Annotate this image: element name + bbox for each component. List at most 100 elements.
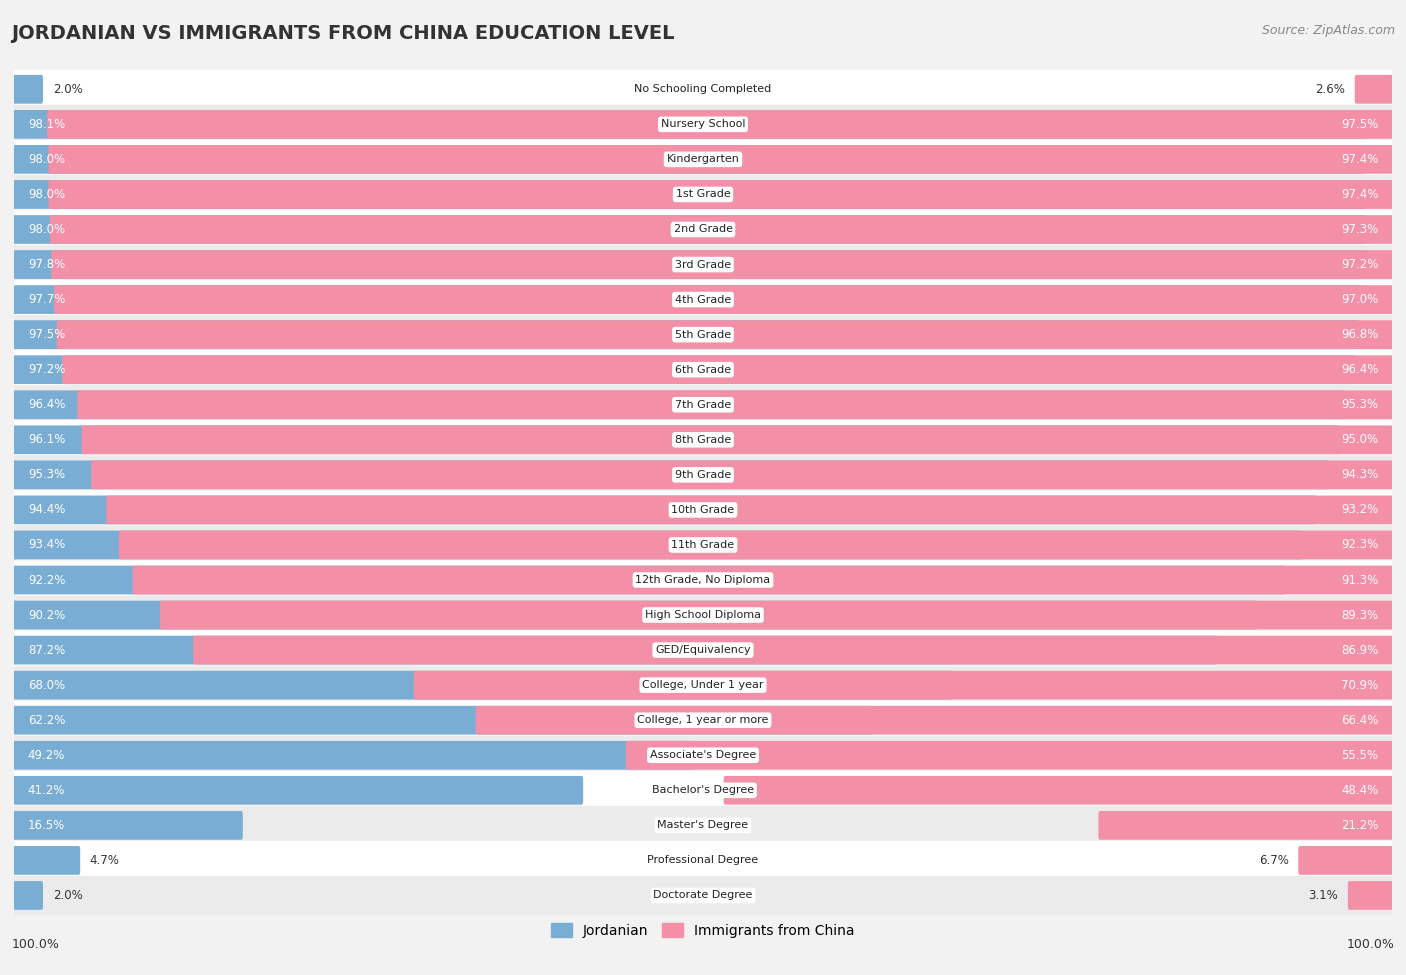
FancyBboxPatch shape — [160, 601, 1393, 630]
Text: 97.2%: 97.2% — [28, 364, 65, 376]
Text: 97.5%: 97.5% — [28, 329, 65, 341]
Legend: Jordanian, Immigrants from China: Jordanian, Immigrants from China — [546, 917, 860, 944]
Text: 41.2%: 41.2% — [28, 784, 65, 797]
FancyBboxPatch shape — [13, 315, 1393, 354]
Text: 87.2%: 87.2% — [28, 644, 65, 656]
FancyBboxPatch shape — [13, 601, 1258, 630]
FancyBboxPatch shape — [13, 215, 1365, 244]
Text: 89.3%: 89.3% — [1341, 608, 1378, 621]
FancyBboxPatch shape — [13, 596, 1393, 635]
FancyBboxPatch shape — [13, 741, 693, 769]
Text: 98.0%: 98.0% — [28, 188, 65, 201]
Text: 3.1%: 3.1% — [1309, 889, 1339, 902]
Text: 3rd Grade: 3rd Grade — [675, 259, 731, 269]
FancyBboxPatch shape — [724, 776, 1393, 804]
FancyBboxPatch shape — [13, 280, 1393, 319]
FancyBboxPatch shape — [13, 805, 1393, 845]
FancyBboxPatch shape — [13, 490, 1393, 529]
Text: 1st Grade: 1st Grade — [676, 189, 730, 200]
FancyBboxPatch shape — [13, 175, 1393, 214]
Text: Nursery School: Nursery School — [661, 119, 745, 130]
FancyBboxPatch shape — [1355, 75, 1393, 103]
FancyBboxPatch shape — [13, 701, 1393, 740]
FancyBboxPatch shape — [13, 110, 1367, 138]
FancyBboxPatch shape — [118, 530, 1393, 560]
FancyBboxPatch shape — [13, 420, 1393, 459]
Text: 16.5%: 16.5% — [28, 819, 65, 832]
Text: 10th Grade: 10th Grade — [672, 505, 734, 515]
FancyBboxPatch shape — [13, 320, 1358, 349]
FancyBboxPatch shape — [13, 495, 1316, 525]
Text: 93.4%: 93.4% — [28, 538, 65, 552]
Text: 4.7%: 4.7% — [90, 854, 120, 867]
Text: 68.0%: 68.0% — [28, 679, 65, 691]
FancyBboxPatch shape — [13, 846, 80, 875]
Text: 2nd Grade: 2nd Grade — [673, 224, 733, 235]
Text: College, Under 1 year: College, Under 1 year — [643, 681, 763, 690]
Text: 92.3%: 92.3% — [1341, 538, 1378, 552]
FancyBboxPatch shape — [13, 530, 1302, 560]
Text: 21.2%: 21.2% — [1341, 819, 1378, 832]
Text: 97.8%: 97.8% — [28, 258, 65, 271]
Text: Master's Degree: Master's Degree — [658, 820, 748, 831]
FancyBboxPatch shape — [193, 636, 1393, 665]
FancyBboxPatch shape — [13, 139, 1393, 179]
Text: JORDANIAN VS IMMIGRANTS FROM CHINA EDUCATION LEVEL: JORDANIAN VS IMMIGRANTS FROM CHINA EDUCA… — [11, 24, 675, 43]
FancyBboxPatch shape — [48, 180, 1393, 209]
FancyBboxPatch shape — [1348, 881, 1393, 910]
FancyBboxPatch shape — [413, 671, 1393, 699]
FancyBboxPatch shape — [1298, 846, 1393, 875]
Text: College, 1 year or more: College, 1 year or more — [637, 716, 769, 725]
FancyBboxPatch shape — [13, 811, 243, 839]
FancyBboxPatch shape — [13, 526, 1393, 565]
FancyBboxPatch shape — [13, 840, 1393, 880]
FancyBboxPatch shape — [13, 75, 44, 103]
Text: Kindergarten: Kindergarten — [666, 154, 740, 165]
FancyBboxPatch shape — [13, 245, 1393, 284]
Text: 95.3%: 95.3% — [1341, 398, 1378, 411]
FancyBboxPatch shape — [62, 355, 1393, 384]
FancyBboxPatch shape — [13, 631, 1393, 670]
Text: 97.3%: 97.3% — [1341, 223, 1378, 236]
Text: 98.1%: 98.1% — [28, 118, 65, 131]
Text: 12th Grade, No Diploma: 12th Grade, No Diploma — [636, 575, 770, 585]
Text: Associate's Degree: Associate's Degree — [650, 750, 756, 760]
Text: 96.8%: 96.8% — [1341, 329, 1378, 341]
FancyBboxPatch shape — [13, 561, 1393, 600]
Text: 97.4%: 97.4% — [1341, 188, 1378, 201]
FancyBboxPatch shape — [51, 251, 1393, 279]
Text: 2.6%: 2.6% — [1315, 83, 1346, 96]
Text: 55.5%: 55.5% — [1341, 749, 1378, 761]
Text: 90.2%: 90.2% — [28, 608, 65, 621]
FancyBboxPatch shape — [13, 145, 1365, 174]
FancyBboxPatch shape — [82, 425, 1393, 454]
Text: 96.1%: 96.1% — [28, 433, 65, 447]
Text: Professional Degree: Professional Degree — [647, 855, 759, 866]
Text: 49.2%: 49.2% — [28, 749, 65, 761]
Text: 97.2%: 97.2% — [1341, 258, 1378, 271]
Text: 2.0%: 2.0% — [52, 83, 83, 96]
FancyBboxPatch shape — [1098, 811, 1393, 839]
Text: High School Diploma: High School Diploma — [645, 610, 761, 620]
Text: 97.4%: 97.4% — [1341, 153, 1378, 166]
Text: 97.7%: 97.7% — [28, 293, 65, 306]
Text: 7th Grade: 7th Grade — [675, 400, 731, 410]
FancyBboxPatch shape — [13, 69, 1393, 109]
Text: 8th Grade: 8th Grade — [675, 435, 731, 445]
FancyBboxPatch shape — [626, 741, 1393, 769]
Text: 11th Grade: 11th Grade — [672, 540, 734, 550]
FancyBboxPatch shape — [91, 460, 1393, 489]
FancyBboxPatch shape — [13, 390, 1344, 419]
Text: 5th Grade: 5th Grade — [675, 330, 731, 339]
Text: 93.2%: 93.2% — [1341, 503, 1378, 517]
Text: 2.0%: 2.0% — [52, 889, 83, 902]
Text: 94.3%: 94.3% — [1341, 468, 1378, 482]
Text: 98.0%: 98.0% — [28, 223, 65, 236]
Text: 9th Grade: 9th Grade — [675, 470, 731, 480]
FancyBboxPatch shape — [53, 286, 1393, 314]
FancyBboxPatch shape — [13, 180, 1365, 209]
FancyBboxPatch shape — [13, 666, 1393, 705]
Text: 95.3%: 95.3% — [28, 468, 65, 482]
Text: 62.2%: 62.2% — [28, 714, 65, 726]
FancyBboxPatch shape — [13, 251, 1362, 279]
